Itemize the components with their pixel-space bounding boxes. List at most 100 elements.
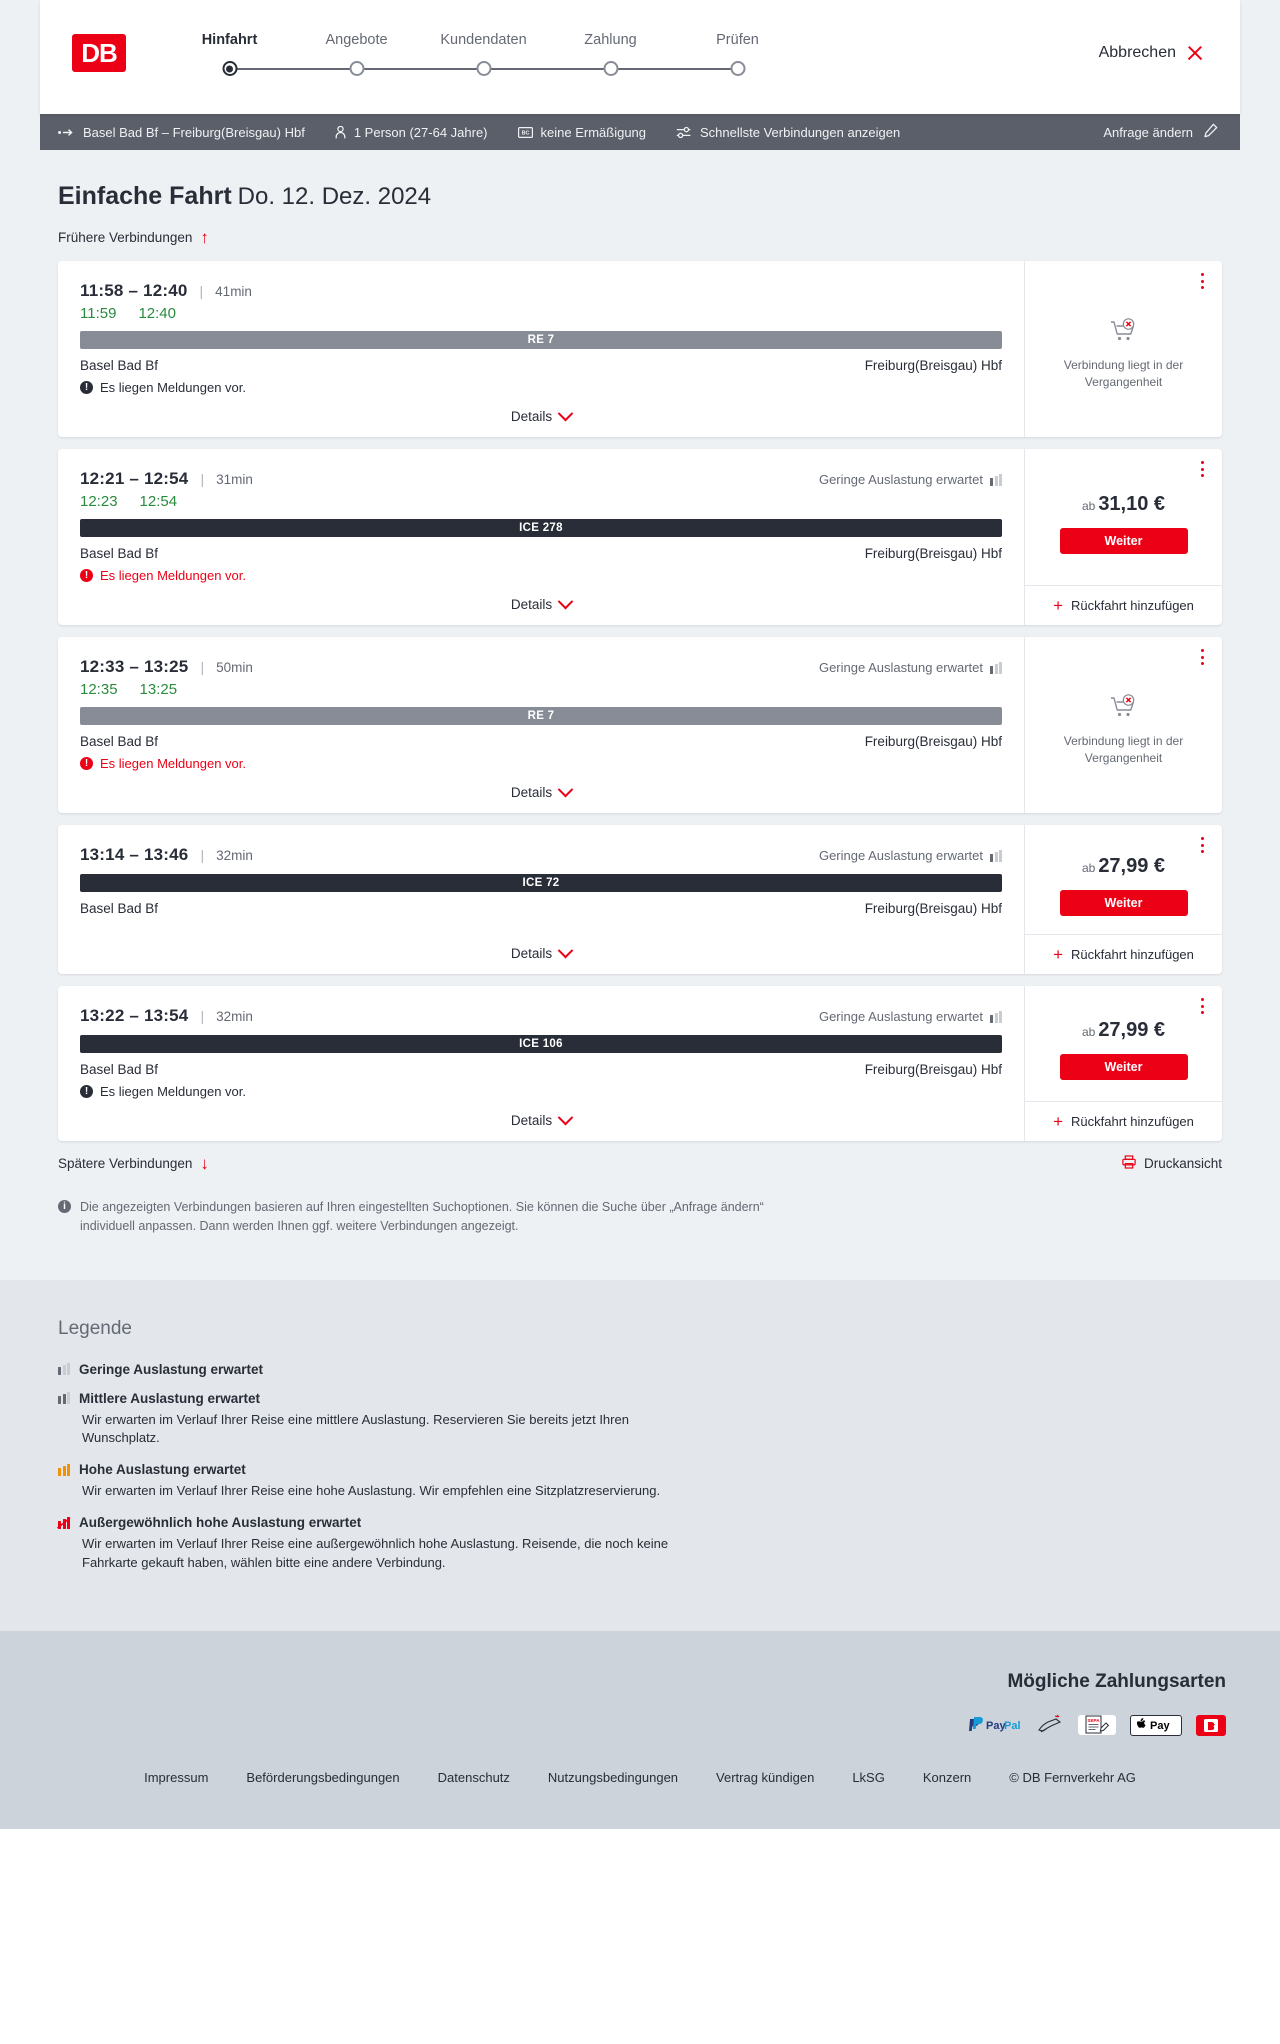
print-view-button[interactable]: Druckansicht — [1122, 1155, 1222, 1172]
step-label: Kundendaten — [440, 32, 527, 48]
add-return-button[interactable]: + Rückfahrt hinzufügen — [1025, 934, 1222, 974]
page-title-date: Do. 12. Dez. 2024 — [237, 183, 432, 210]
payment-icons: Pay Pal SEPA Pay — [54, 1714, 1226, 1736]
add-return-button[interactable]: + Rückfahrt hinzufügen — [1025, 585, 1222, 625]
time-separator: | — [200, 471, 205, 487]
more-options-icon[interactable] — [1195, 998, 1209, 1014]
printer-icon — [1122, 1155, 1136, 1172]
more-options-icon[interactable] — [1195, 273, 1209, 289]
realtime-departure: 11:59 — [80, 305, 117, 322]
legend-section: Legende Geringe Auslastung erwartet Mittl… — [0, 1279, 1280, 1631]
station-row: Basel Bad Bf Freiburg(Breisgau) Hbf — [80, 901, 1002, 916]
connection-price: ab 27,99 € — [1081, 1019, 1166, 1041]
station-row: Basel Bad Bf Freiburg(Breisgau) Hbf — [80, 734, 1002, 749]
utilization-bars-icon — [990, 1010, 1002, 1023]
step-zahlung[interactable]: Zahlung — [547, 32, 738, 77]
footer-link-konzern[interactable]: Konzern — [922, 1769, 972, 1785]
details-button[interactable]: Details — [510, 781, 574, 800]
details-button[interactable]: Details — [511, 405, 574, 424]
route-arrow-icon — [58, 128, 75, 137]
step-hinfahrt[interactable]: Hinfahrt — [166, 32, 357, 77]
more-options-icon[interactable] — [1195, 649, 1209, 665]
step-prfen[interactable]: Prüfen — [674, 32, 801, 77]
connection-message[interactable]: ! Es liegen Meldungen vor. — [80, 1084, 1002, 1099]
connection-card: 13:22 – 13:54 | 32min Geringe Auslastung er… — [58, 986, 1222, 1141]
connection-message[interactable]: ! Es liegen Meldungen vor. — [80, 380, 1002, 395]
connection-time-row: 13:14 – 13:46 | 32min Geringe Auslastung er… — [80, 845, 1002, 865]
connection-message[interactable]: ! Es liegen Meldungen vor. — [80, 568, 1002, 583]
continue-button[interactable]: Weiter — [1059, 527, 1188, 554]
realtime-row: 12:23 12:54 — [80, 493, 1002, 510]
step-label: Zahlung — [584, 32, 637, 48]
step-dot — [349, 61, 364, 76]
connection-action-panel: Verbindung liegt in der Vergangenheit — [1024, 637, 1222, 813]
earlier-connections-button[interactable]: Frühere Verbindungen ↑ — [58, 229, 209, 246]
more-options-icon[interactable] — [1195, 837, 1209, 853]
footer-link-befrderungsbedingungen[interactable]: Beförderungsbedingungen — [246, 1769, 400, 1785]
price-block: ab 27,99 € Weiter — [1025, 986, 1222, 1101]
step-kundendaten[interactable]: Kundendaten — [420, 32, 611, 77]
train-badge: RE 7 — [80, 331, 1002, 349]
connection-info: 12:21 – 12:54 | 31min Geringe Auslastung er… — [58, 449, 1024, 625]
footer-link-nutzungsbedingungen[interactable]: Nutzungsbedingungen — [547, 1769, 679, 1785]
filter-sort[interactable]: Schnellste Verbindungen anzeigen — [676, 125, 900, 140]
train-badge: RE 7 — [80, 707, 1002, 725]
legend-label: Außergewöhnlich hohe Auslastung erwartet — [79, 1515, 362, 1531]
continue-button[interactable]: Weiter — [1059, 1054, 1188, 1080]
connection-time-row: 12:21 – 12:54 | 31min Geringe Auslastung er… — [80, 469, 1002, 489]
step-angebote[interactable]: Angebote — [293, 32, 484, 77]
filter-discount[interactable]: BC keine Ermäßigung — [517, 125, 646, 140]
connection-time-row: 12:33 – 13:25 | 50min Geringe Auslastung er… — [80, 657, 1002, 677]
footer-link-datenschutz[interactable]: Datenschutz — [437, 1769, 510, 1785]
sepa-icon: SEPA — [1078, 1715, 1116, 1736]
footer-link-lksg[interactable]: LkSG — [852, 1769, 885, 1785]
legend-label: Hohe Auslastung erwartet — [79, 1462, 246, 1478]
filter-sort-label: Schnellste Verbindungen anzeigen — [700, 124, 901, 140]
origin-station: Basel Bad Bf — [80, 1062, 159, 1077]
connection-price: ab 31,10 € — [1081, 492, 1166, 515]
details-button[interactable]: Details — [511, 1109, 574, 1128]
change-request-button[interactable]: Anfrage ändern — [1103, 123, 1218, 141]
realtime-departure: 12:35 — [80, 681, 118, 698]
connection-message[interactable]: ! Es liegen Meldungen vor. — [80, 756, 1002, 771]
cancel-button[interactable]: Abbrechen — [1099, 44, 1204, 62]
legend-item: Außergewöhnlich hohe Auslastung erwartet… — [57, 1515, 1222, 1573]
step-indicator — [674, 61, 801, 77]
step-dot — [603, 61, 618, 76]
svg-text:SEPA: SEPA — [1087, 1718, 1100, 1723]
details-button[interactable]: Details — [511, 593, 574, 612]
price-prefix: ab — [1081, 498, 1096, 513]
price-block: ab 27,99 € Weiter — [1025, 825, 1222, 934]
destination-station: Freiburg(Breisgau) Hbf — [864, 734, 1002, 749]
time-separator: | — [200, 847, 205, 863]
more-options-icon[interactable] — [1195, 461, 1209, 477]
continue-button[interactable]: Weiter — [1059, 890, 1188, 916]
add-return-button[interactable]: + Rückfahrt hinzufügen — [1025, 1101, 1222, 1141]
connection-price: ab 27,99 € — [1081, 855, 1166, 877]
legend-head: Hohe Auslastung erwartet — [58, 1462, 1222, 1477]
train-name: ICE 278 — [519, 522, 563, 534]
details-button-label: Details — [510, 785, 553, 800]
legend-label: Geringe Auslastung erwartet — [79, 1361, 264, 1377]
filter-passengers[interactable]: 1 Person (27-64 Jahre) — [335, 125, 488, 140]
copyright: © DB Fernverkehr AG — [1009, 1769, 1136, 1785]
connection-duration: 50min — [216, 660, 253, 675]
destination-station: Freiburg(Breisgau) Hbf — [864, 546, 1002, 561]
connection-action-panel: ab 31,10 € Weiter + Rückfahrt hinzufügen — [1024, 449, 1222, 625]
utilization-label: Geringe Auslastung erwartet — [818, 848, 983, 863]
footer-link-impressum[interactable]: Impressum — [144, 1769, 209, 1785]
plus-icon: + — [1053, 1112, 1064, 1131]
filter-route-label: Basel Bad Bf – Freiburg(Breisgau) Hbf — [83, 124, 305, 140]
details-button[interactable]: Details — [511, 942, 574, 961]
origin-station: Basel Bad Bf — [80, 734, 159, 749]
utilization-bars-icon — [990, 473, 1002, 486]
realtime-arrival: 12:54 — [139, 493, 178, 510]
add-return-label: Rückfahrt hinzufügen — [1071, 1114, 1194, 1129]
connection-info: 13:14 – 13:46 | 32min Geringe Auslastung er… — [58, 825, 1024, 974]
later-connections-button[interactable]: Spätere Verbindungen ↓ — [58, 1155, 209, 1172]
applepay-icon: Pay — [1130, 1714, 1182, 1736]
connection-card: 13:14 – 13:46 | 32min Geringe Auslastung er… — [58, 825, 1222, 974]
footer-link-vertragkndigen[interactable]: Vertrag kündigen — [716, 1769, 815, 1785]
utilization-bars-icon — [990, 661, 1002, 674]
filter-route[interactable]: Basel Bad Bf – Freiburg(Breisgau) Hbf — [58, 125, 305, 140]
